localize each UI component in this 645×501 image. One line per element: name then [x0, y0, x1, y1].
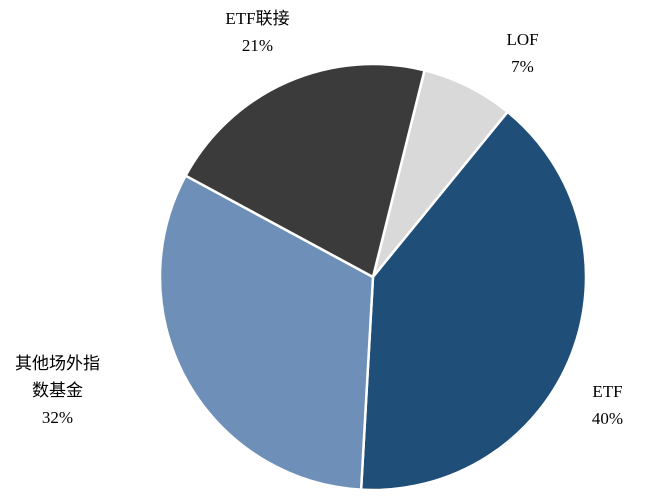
label-other-otc-index-name-line1: 其他场外指 — [15, 354, 100, 373]
label-etf-name: ETF — [592, 382, 623, 401]
pie-slice-etf-feeder — [184, 62, 426, 279]
label-other-otc-index-value: 32% — [41, 408, 74, 428]
label-etf-value: 40% — [591, 409, 624, 429]
label-etf-feeder-name: ETF联接 — [225, 9, 290, 28]
pie-slice-etf — [359, 110, 588, 492]
pie-slice-other-otc-index — [158, 174, 375, 491]
label-lof: LOF 7% — [480, 26, 565, 80]
label-etf-feeder: ETF联接 21% — [185, 5, 330, 59]
label-lof-value: 7% — [511, 57, 534, 77]
label-other-otc-index: 其他场外指 数基金 32% — [5, 350, 110, 432]
label-etf: ETF 40% — [570, 378, 645, 432]
label-lof-name: LOF — [506, 30, 539, 49]
label-etf-feeder-value: 21% — [241, 36, 274, 56]
label-other-otc-index-name-line2: 数基金 — [32, 381, 83, 401]
